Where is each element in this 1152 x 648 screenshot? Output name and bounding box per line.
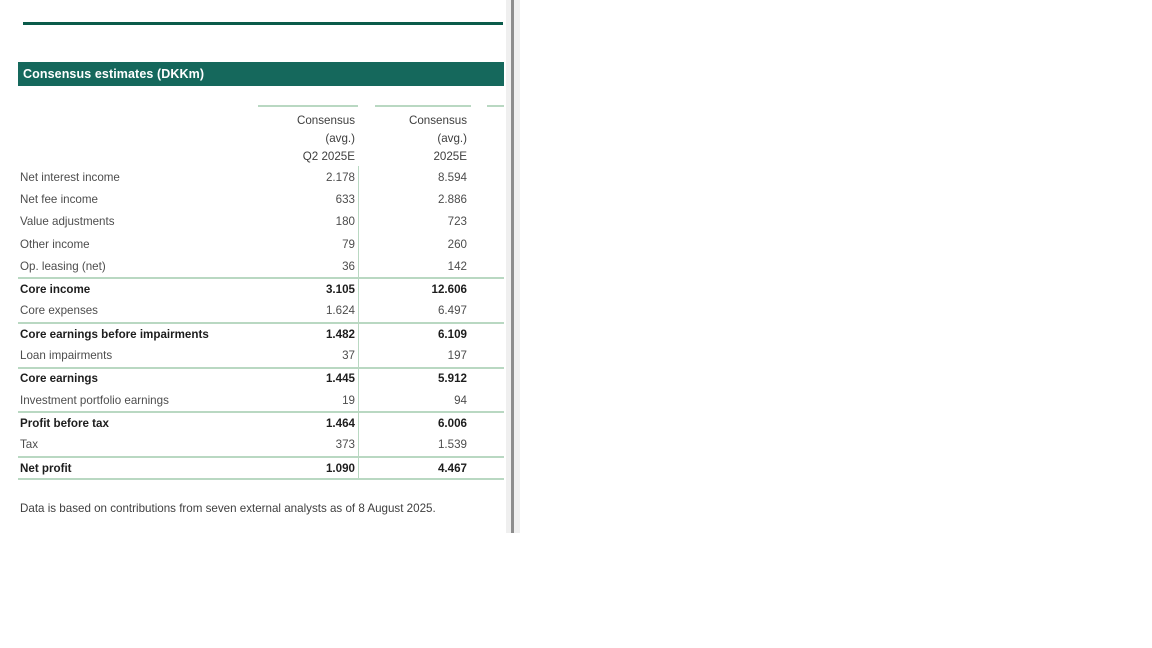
row-stub (471, 279, 504, 299)
row-value-q2-2025e: 2.178 (325, 170, 355, 184)
row-label: Core earnings (20, 372, 98, 386)
row-value-q2-2025e: 373 (335, 438, 355, 452)
header-gap (358, 105, 375, 166)
row-label: Core expenses (20, 304, 98, 318)
footnote-text: Data is based on contributions from seve… (20, 502, 436, 515)
row-label: Core income (20, 283, 91, 297)
column-header-cutoff (487, 105, 504, 166)
row-label: Net profit (20, 461, 72, 475)
row-value-q2-2025e: 79 (342, 237, 355, 251)
row-stub (471, 344, 504, 366)
row-value-q2-2025e: 3.105 (325, 283, 355, 297)
table-row: Core expenses 1.624 6.497 (18, 299, 504, 323)
row-stub (471, 413, 504, 433)
row-value-2025e: 1.539 (358, 433, 471, 456)
row-value-2025e: 8.594 (358, 166, 471, 189)
row-value-2025e: 2.886 (358, 188, 471, 211)
row-value-2025e: 142 (358, 255, 471, 278)
row-value-q2-2025e: 37 (342, 349, 355, 363)
table-row: Net fee income 633 2.886 (18, 188, 504, 211)
table-row: Value adjustments 180 723 (18, 210, 504, 233)
row-label: Loan impairments (20, 349, 113, 363)
table-row: Core earnings 1.445 5.912 (18, 366, 504, 389)
table-row: Tax 373 1.539 (18, 433, 504, 456)
column-header-line: Consensus (296, 114, 355, 127)
row-label: Core earnings before impairments (20, 327, 209, 341)
table-row: Core income 3.105 12.606 (18, 277, 504, 300)
row-value-2025e: 6.006 (358, 413, 471, 434)
row-value-q2-2025e: 1.624 (325, 304, 355, 318)
table-row: Core earnings before impairments 1.482 6… (18, 322, 504, 345)
table-row: Op. leasing (net) 36 142 (18, 255, 504, 278)
column-header-q2-2025e: Consensus (avg.) Q2 2025E (258, 105, 358, 166)
column-header-line: Consensus (408, 114, 467, 127)
column-header-line: 2025E (433, 150, 467, 163)
row-stub (471, 324, 504, 344)
column-header-line: Q2 2025E (302, 150, 355, 163)
row-label: Net interest income (20, 170, 120, 184)
row-stub (471, 233, 504, 255)
row-value-2025e: 94 (358, 388, 471, 412)
row-label: Other income (20, 237, 90, 251)
section-title-bar: Consensus estimates (DKKm) (18, 62, 504, 86)
row-label: Value adjustments (20, 215, 115, 229)
column-header-line: (avg.) (325, 132, 355, 145)
table-row: Net interest income 2.178 8.594 (18, 166, 504, 189)
row-value-2025e: 6.109 (358, 324, 471, 345)
row-label: Investment portfolio earnings (20, 393, 169, 407)
table-body: Net interest income 2.178 8.594 Net fee … (18, 166, 504, 481)
row-value-q2-2025e: 1.482 (325, 327, 355, 341)
row-stub (471, 458, 504, 478)
page-split-divider (506, 0, 520, 533)
row-stub (471, 188, 504, 210)
row-value-q2-2025e: 633 (335, 192, 355, 206)
row-stub (471, 166, 504, 188)
row-label: Tax (20, 438, 39, 452)
row-stub (471, 300, 504, 322)
section-title: Consensus estimates (DKKm) (23, 67, 205, 81)
column-header-line: (avg.) (437, 132, 467, 145)
row-value-q2-2025e: 1.464 (325, 416, 355, 430)
table-row: Investment portfolio earnings 19 94 (18, 388, 504, 412)
row-value-2025e: 5.912 (358, 368, 471, 389)
window-split-handle[interactable] (511, 0, 514, 533)
row-stub (471, 389, 504, 411)
row-value-2025e: 197 (358, 344, 471, 367)
table-row: Loan impairments 37 197 (18, 344, 504, 367)
consensus-estimates-table: Consensus (avg.) Q2 2025E Consensus (avg… (18, 105, 504, 481)
table-row: Net profit 1.090 4.467 (18, 455, 504, 479)
row-label: Profit before tax (20, 416, 109, 430)
row-value-2025e: 12.606 (358, 279, 471, 300)
top-horizontal-rule (23, 22, 503, 25)
row-stub (471, 211, 504, 233)
row-label: Net fee income (20, 192, 98, 206)
table-row: Other income 79 260 (18, 232, 504, 256)
row-stub (471, 369, 504, 389)
row-label: Op. leasing (net) (20, 259, 106, 273)
header-spacer (18, 105, 258, 166)
row-value-q2-2025e: 1.090 (325, 461, 355, 475)
row-value-2025e: 6.497 (358, 299, 471, 323)
row-stub (471, 255, 504, 277)
row-value-q2-2025e: 19 (342, 393, 355, 407)
row-value-q2-2025e: 36 (342, 259, 355, 273)
header-gap (471, 105, 487, 166)
row-value-q2-2025e: 1.445 (325, 372, 355, 386)
row-value-2025e: 723 (358, 210, 471, 233)
row-value-2025e: 260 (358, 232, 471, 256)
table-row: Profit before tax 1.464 6.006 (18, 411, 504, 434)
row-value-2025e: 4.467 (358, 457, 471, 479)
column-header-2025e: Consensus (avg.) 2025E (375, 105, 471, 166)
row-stub (471, 434, 504, 456)
table-header-row: Consensus (avg.) Q2 2025E Consensus (avg… (18, 105, 504, 166)
row-value-q2-2025e: 180 (335, 215, 355, 229)
